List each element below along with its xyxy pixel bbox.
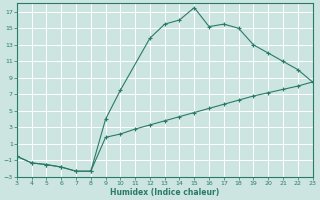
X-axis label: Humidex (Indice chaleur): Humidex (Indice chaleur) xyxy=(110,188,219,197)
